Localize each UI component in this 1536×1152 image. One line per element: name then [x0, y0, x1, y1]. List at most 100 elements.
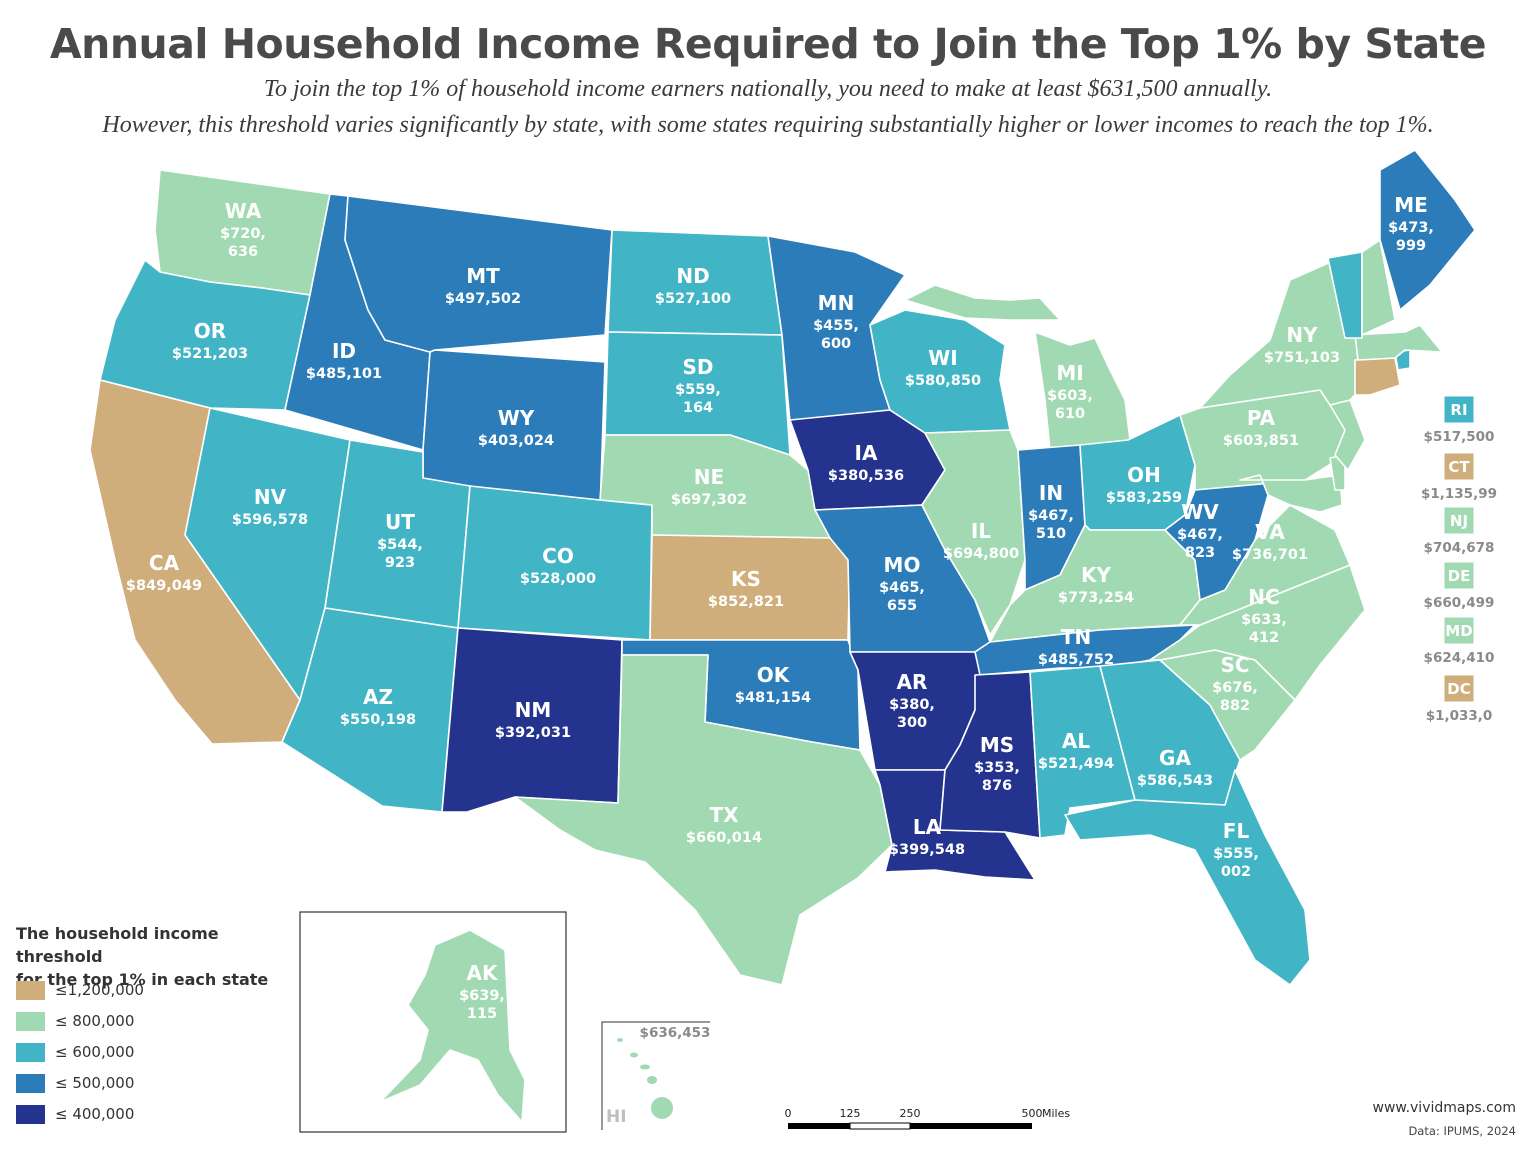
label-ne: NE $697,302 — [671, 465, 747, 508]
label-co: CO $528,000 — [520, 544, 596, 587]
callout-value-ct: $1,135,99 — [1421, 486, 1497, 502]
legend-swatch — [16, 1105, 45, 1124]
state-fl[interactable] — [1064, 769, 1311, 986]
callout-value-nj: $704,678 — [1424, 540, 1495, 556]
hawaii-island-kauai — [617, 1038, 623, 1042]
state-me[interactable] — [1379, 149, 1476, 311]
label-ar: AR $380, 300 — [889, 670, 935, 731]
label-ca: CA $849,049 — [126, 551, 202, 594]
label-tn: TN $485,752 — [1038, 625, 1114, 668]
label-il: IL $694,800 — [943, 519, 1019, 562]
label-pa: PA $603,851 — [1223, 406, 1299, 449]
hawaii-island-molokai — [640, 1064, 650, 1070]
label-ut: UT $544, 923 — [377, 510, 423, 571]
scale-bar-segment-3 — [910, 1123, 1032, 1129]
callout-box-dc — [1443, 674, 1475, 703]
subtitle-line-2: However, this threshold varies significa… — [102, 112, 1434, 138]
hawaii-island-big-island[interactable] — [651, 1097, 673, 1119]
label-ms: MS $353, 876 — [974, 733, 1020, 794]
small-state-callouts: RI $517,500 CT $1,135,99 NJ $704,678 DE … — [1421, 395, 1497, 724]
label-nd: ND $527,100 — [655, 264, 731, 307]
callout-abbr-de: DE — [1448, 567, 1471, 585]
legend-title: The household income threshold for the t… — [16, 922, 296, 991]
scale-unit: Miles — [1042, 1107, 1070, 1120]
state-ma[interactable] — [1354, 324, 1443, 361]
legend-swatch — [16, 1043, 45, 1062]
legend-label: ≤ 600,000 — [55, 1043, 135, 1061]
label-nm: NM $392,031 — [495, 698, 571, 741]
scale-tick-125: 125 — [840, 1107, 861, 1120]
legend-swatch — [16, 981, 45, 1000]
state-mi-upper[interactable] — [904, 284, 1061, 321]
legend-swatch — [16, 1012, 45, 1031]
callout-box-ri — [1443, 395, 1475, 424]
label-sd: SD $559, 164 — [675, 355, 721, 416]
label-or: OR $521,203 — [172, 319, 248, 362]
callout-value-dc: $1,033,0 — [1426, 708, 1493, 724]
legend-title-line-1: The household income threshold — [16, 924, 219, 966]
legend-title-line-2: for the top 1% in each state — [16, 970, 269, 989]
label-sc: SC $676, 882 — [1212, 653, 1258, 714]
label-ks: KS $852,821 — [708, 567, 784, 610]
label-mi: MI $603, 610 — [1047, 361, 1093, 422]
label-hi-value: $636,453 — [640, 1025, 711, 1041]
state-nh[interactable] — [1361, 239, 1396, 336]
label-in: IN $467, 510 — [1028, 481, 1074, 542]
label-az: AZ $550,198 — [340, 685, 416, 728]
label-ia: IA $380,536 — [828, 441, 904, 484]
map-title: Annual Household Income Required to Join… — [49, 20, 1487, 68]
scale-bar-segment-2 — [849, 1122, 911, 1130]
state-mi[interactable] — [1034, 331, 1131, 451]
hawaii-inset-frame — [601, 1021, 710, 1130]
label-ok: OK $481,154 — [735, 663, 811, 706]
label-fl: FL $555, 002 — [1213, 819, 1259, 880]
callout-value-ri: $517,500 — [1424, 429, 1495, 445]
hawaii-island-oahu — [630, 1052, 638, 1058]
legend-label: ≤1,200,000 — [55, 981, 144, 999]
label-ak: AK $639, 115 — [459, 961, 505, 1022]
label-al: AL $521,494 — [1038, 729, 1114, 772]
state-il[interactable] — [921, 429, 1026, 636]
hawaii-inset: HI $636,453 — [601, 1021, 711, 1130]
label-mn: MN $455, 600 — [813, 291, 859, 352]
state-wi[interactable] — [869, 309, 1011, 434]
state-md[interactable] — [1239, 474, 1343, 513]
label-hi-abbr: HI — [606, 1107, 627, 1127]
callout-abbr-md: MD — [1445, 622, 1472, 640]
label-tx: TX $660,014 — [686, 803, 762, 846]
legend-item-500000: ≤ 500,000 — [16, 1073, 134, 1093]
legend-item-600000: ≤ 600,000 — [16, 1042, 134, 1062]
callout-value-de: $660,499 — [1424, 595, 1495, 611]
label-wi: WI $580,850 — [905, 346, 981, 389]
label-wa: WA $720, 636 — [220, 199, 266, 260]
label-id: ID $485,101 — [306, 339, 382, 382]
legend-label: ≤ 400,000 — [55, 1105, 135, 1123]
label-oh: OH $583,259 — [1106, 463, 1182, 506]
callout-box-nj — [1443, 506, 1475, 535]
label-nc: NC $633, 412 — [1241, 585, 1287, 646]
scale-tick-250: 250 — [900, 1107, 921, 1120]
callout-box-ct — [1443, 452, 1475, 481]
legend-item-400000: ≤ 400,000 — [16, 1104, 134, 1124]
label-ky: KY $773,254 — [1058, 563, 1134, 606]
state-ak[interactable] — [379, 929, 526, 1123]
state-ct[interactable] — [1354, 357, 1401, 396]
label-ny: NY $751,103 — [1264, 323, 1340, 366]
state-tx[interactable] — [514, 654, 893, 986]
credit-site[interactable]: www.vividmaps.com — [1372, 1100, 1517, 1116]
subtitle-line-1: To join the top 1% of household income e… — [263, 76, 1273, 102]
label-wy: WY $403,024 — [478, 406, 554, 449]
label-wv: WV $467, 823 — [1177, 500, 1223, 561]
label-mo: MO $465, 655 — [879, 553, 925, 614]
label-mt: MT $497,502 — [445, 264, 521, 307]
legend-label: ≤ 800,000 — [55, 1012, 135, 1030]
scale-tick-0: 0 — [785, 1107, 792, 1120]
scale-tick-500: 500 — [1022, 1107, 1043, 1120]
callout-box-de — [1443, 561, 1475, 590]
callout-value-md: $624,410 — [1424, 650, 1495, 666]
state-vt[interactable] — [1327, 251, 1363, 339]
scale-bar-segment-1 — [788, 1123, 850, 1129]
callout-abbr-nj: NJ — [1450, 512, 1468, 530]
state-nc[interactable] — [1149, 564, 1366, 701]
state-or[interactable] — [99, 259, 311, 411]
